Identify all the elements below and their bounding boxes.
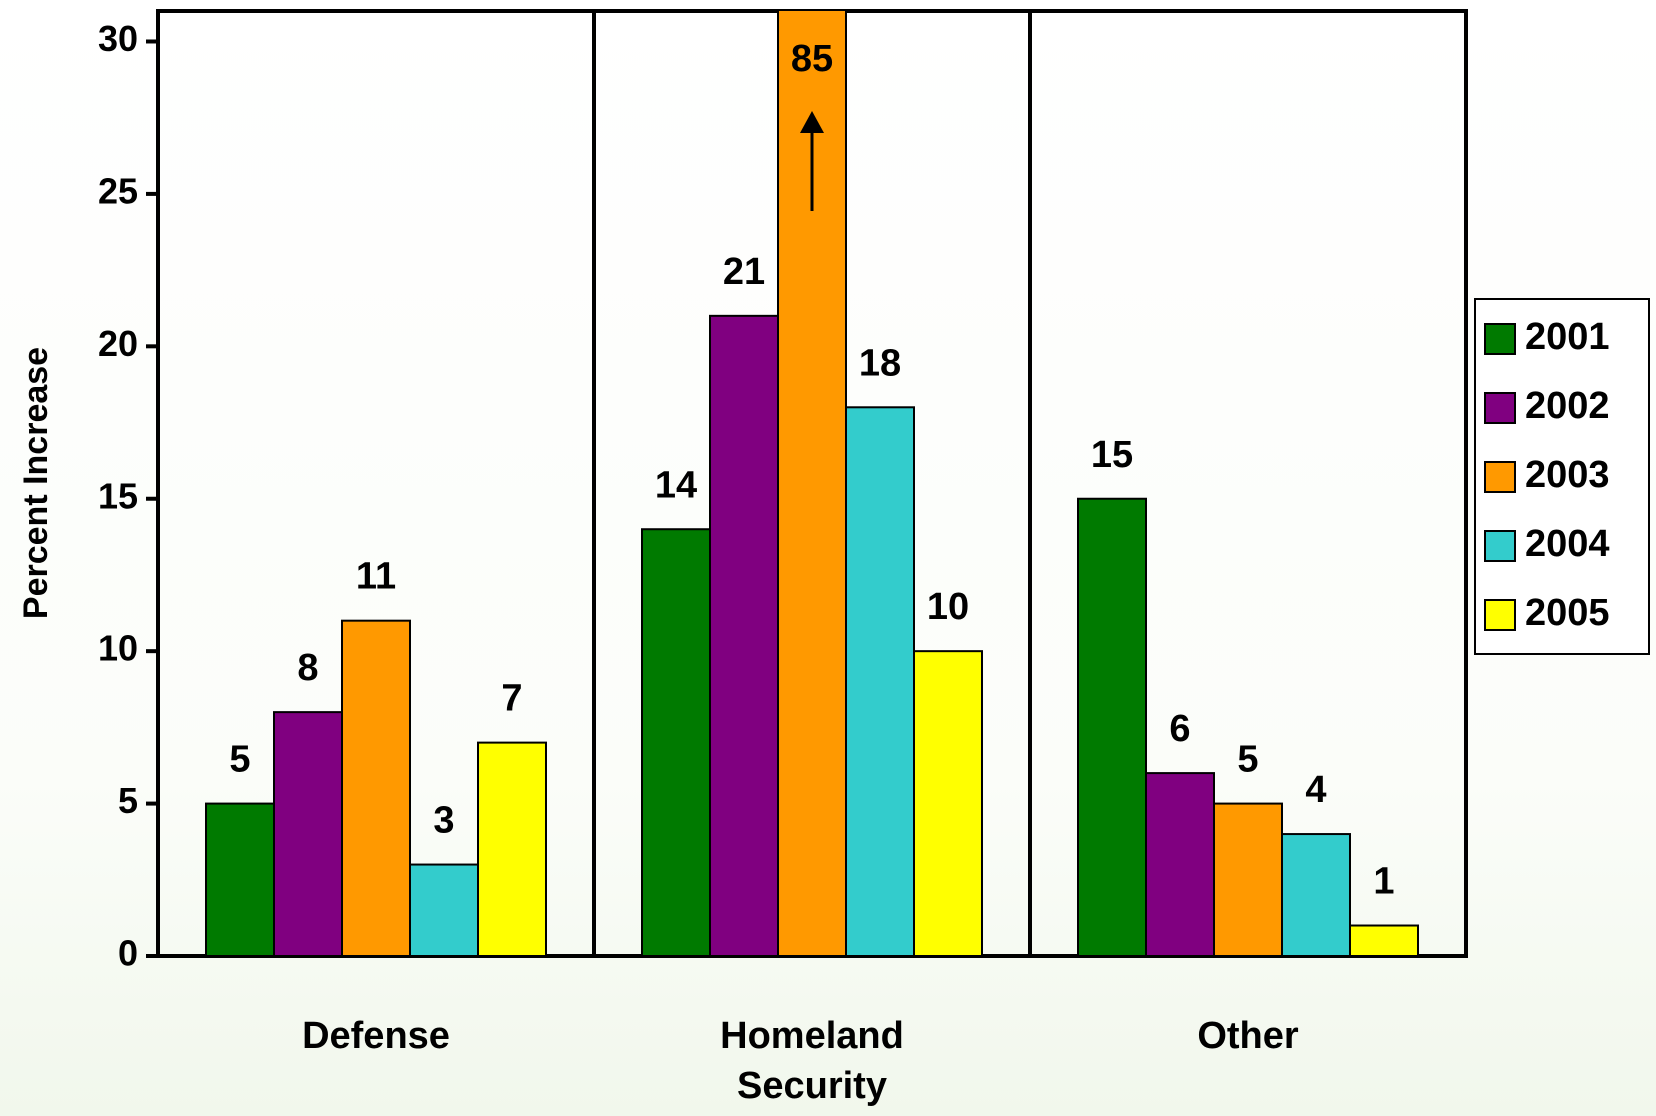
legend-label: 2004 bbox=[1525, 523, 1610, 565]
legend-label: 2005 bbox=[1525, 592, 1610, 634]
legend-label: 2001 bbox=[1525, 316, 1610, 358]
bar bbox=[709, 314, 779, 956]
value-label: 3 bbox=[433, 800, 454, 842]
bar bbox=[641, 528, 711, 956]
bar bbox=[1145, 772, 1215, 956]
bar bbox=[1077, 497, 1147, 956]
value-label: 7 bbox=[501, 678, 522, 720]
legend-swatch bbox=[1484, 461, 1516, 493]
bar bbox=[1213, 802, 1283, 956]
x-tick-label: Homeland Security bbox=[720, 1015, 904, 1107]
x-tick-label: Defense bbox=[302, 1015, 450, 1057]
bar bbox=[341, 619, 411, 956]
value-label: 5 bbox=[1237, 739, 1258, 781]
value-label: 8 bbox=[297, 647, 318, 689]
bars bbox=[205, 11, 1419, 956]
value-label: 21 bbox=[723, 251, 765, 293]
bar bbox=[273, 711, 343, 956]
bar bbox=[845, 406, 915, 956]
bar bbox=[1349, 924, 1419, 956]
legend-label: 2003 bbox=[1525, 454, 1610, 496]
x-tick-label: Other bbox=[1197, 1015, 1299, 1057]
bar bbox=[409, 863, 479, 956]
value-label: 1 bbox=[1373, 861, 1394, 903]
value-label: 85 bbox=[791, 38, 833, 80]
y-axis-label: Percent Increase bbox=[17, 347, 55, 619]
value-label: 6 bbox=[1169, 708, 1190, 750]
bar bbox=[477, 741, 547, 956]
y-tick-label: 25 bbox=[98, 170, 138, 211]
value-label: 11 bbox=[356, 556, 396, 598]
y-tick-label: 0 bbox=[118, 933, 138, 974]
legend-swatch bbox=[1484, 323, 1516, 355]
bar bbox=[1281, 833, 1351, 956]
y-tick-label: 20 bbox=[98, 323, 138, 364]
overflow-arrowhead bbox=[800, 111, 824, 133]
value-label: 10 bbox=[927, 586, 969, 628]
value-label: 18 bbox=[859, 342, 901, 384]
value-label: 5 bbox=[229, 739, 250, 781]
value-label: 15 bbox=[1091, 434, 1133, 476]
bar bbox=[913, 650, 983, 956]
legend-swatch bbox=[1484, 599, 1516, 631]
y-tick-label: 30 bbox=[98, 18, 138, 59]
value-label: 4 bbox=[1305, 769, 1326, 811]
legend-swatch bbox=[1484, 392, 1516, 424]
legend-label: 2002 bbox=[1525, 385, 1610, 427]
legend-swatch bbox=[1484, 530, 1516, 562]
y-tick-label: 15 bbox=[98, 475, 138, 516]
y-tick-label: 10 bbox=[98, 628, 138, 669]
bar bbox=[205, 802, 275, 956]
value-label: 14 bbox=[655, 464, 697, 506]
y-tick-label: 5 bbox=[118, 780, 138, 821]
